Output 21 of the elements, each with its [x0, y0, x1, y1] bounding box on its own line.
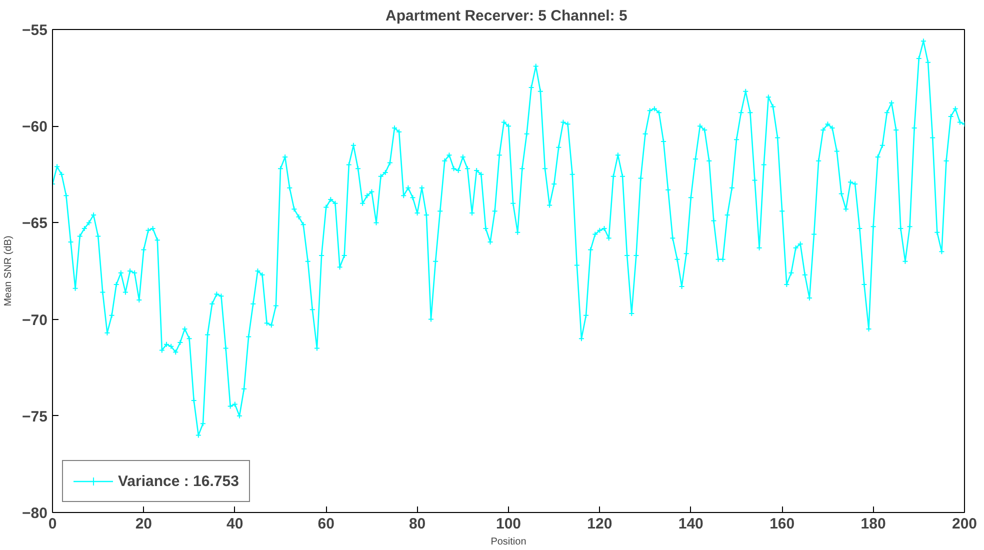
x-tick-label: 40: [226, 516, 244, 532]
chart-title: Apartment Recerver: 5 Channel: 5: [386, 8, 628, 24]
y-tick-label: −75: [22, 408, 48, 426]
y-tick-label: −70: [22, 312, 48, 329]
legend-label: Variance : 16.753: [118, 472, 239, 490]
y-tick-label: −55: [22, 22, 48, 39]
x-tick-label: 180: [860, 516, 886, 532]
x-tick-label: 160: [770, 516, 795, 532]
x-tick-label: 100: [496, 516, 522, 532]
x-axis-title: Position: [490, 536, 526, 548]
y-tick-label: −60: [22, 118, 48, 136]
x-tick-label: 140: [678, 516, 704, 532]
x-tick-label: 80: [408, 516, 426, 532]
x-tick-label: 60: [318, 516, 334, 532]
x-tick-label: 0: [48, 516, 57, 532]
y-axis-title: Mean SNR (dB): [3, 236, 14, 306]
x-tick-label: 120: [587, 516, 612, 532]
y-tick-label: −65: [22, 215, 48, 232]
x-tick-label: 20: [135, 516, 152, 532]
x-tick-label: 200: [952, 516, 978, 532]
y-tick-label: −80: [22, 505, 48, 522]
